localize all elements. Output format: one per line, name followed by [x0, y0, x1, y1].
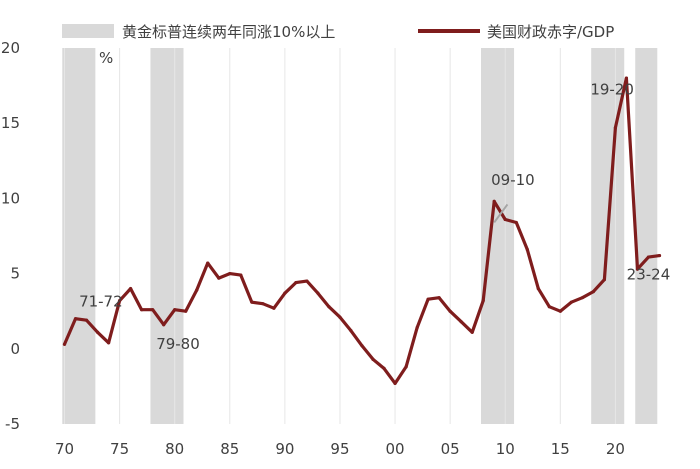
shaded-period-4: [635, 48, 658, 424]
data-point: [195, 288, 199, 292]
data-point: [481, 299, 485, 303]
x-tick-label: 85: [220, 440, 239, 458]
data-point: [404, 365, 408, 369]
vertical-gridlines: [64, 48, 616, 424]
data-point: [283, 291, 287, 295]
x-tick-label: 75: [110, 440, 129, 458]
data-point: [470, 330, 474, 334]
annotation-label-1: 79-80: [156, 335, 200, 353]
data-point: [371, 357, 375, 361]
data-point: [272, 306, 276, 310]
data-point: [382, 366, 386, 370]
data-point: [206, 261, 210, 265]
data-point: [184, 309, 188, 313]
annotation-label-2: 09-10: [491, 171, 535, 189]
data-point: [349, 329, 353, 333]
data-point: [448, 309, 452, 313]
data-point: [261, 302, 265, 306]
data-point: [547, 305, 551, 309]
y-tick-label: 15: [1, 114, 20, 132]
annotation-label-4: 23-24: [627, 266, 671, 284]
data-point: [657, 253, 662, 258]
data-point: [239, 273, 243, 277]
y-tick-label: 20: [1, 39, 20, 57]
data-point: [624, 76, 629, 80]
y-tick-label: 0: [10, 340, 20, 358]
x-tick-label: 80: [165, 440, 184, 458]
data-point: [305, 279, 309, 283]
data-point: [118, 299, 122, 303]
data-point: [558, 309, 562, 313]
x-tick-label: 95: [330, 440, 349, 458]
data-point: [591, 290, 595, 294]
data-point: [426, 297, 430, 301]
y-tick-label: -5: [5, 415, 20, 433]
shading-bands: [62, 48, 658, 424]
data-point: [173, 308, 177, 312]
x-tick-label: 00: [386, 440, 405, 458]
x-tick-label: 20: [606, 440, 625, 458]
y-unit-label: %: [99, 49, 113, 67]
data-point: [95, 330, 100, 334]
shaded-period-1: [150, 48, 184, 424]
data-point: [140, 308, 144, 312]
data-point: [602, 278, 607, 282]
data-point: [580, 296, 584, 300]
data-point: [613, 126, 618, 130]
data-point: [569, 300, 573, 304]
x-tick-label: 90: [275, 440, 294, 458]
data-point: [503, 217, 507, 222]
annotations: 71-72 79-80 09-10 19-20 23-24: [79, 81, 670, 353]
legend: 黄金标普连续两年同涨10%以上 美国财政赤字/GDP: [62, 23, 614, 41]
data-point: [84, 318, 89, 322]
annotation-label-3: 19-20: [590, 81, 634, 99]
data-point: [151, 308, 155, 312]
annotation-label-0: 71-72: [79, 293, 123, 311]
x-tick-label: 10: [496, 440, 515, 458]
y-tick-label: 10: [1, 189, 20, 207]
data-point: [294, 281, 298, 285]
data-point: [514, 220, 518, 225]
data-point: [437, 296, 441, 300]
data-point: [492, 199, 496, 204]
x-tick-label: 05: [441, 440, 460, 458]
data-point: [393, 381, 397, 385]
legend-line-label: 美国财政赤字/GDP: [487, 23, 614, 41]
data-point: [162, 323, 166, 327]
data-point: [73, 317, 78, 321]
data-point: [415, 326, 419, 330]
data-point: [459, 320, 463, 324]
data-point: [129, 287, 133, 291]
data-point: [635, 267, 640, 271]
shaded-period-0: [62, 48, 96, 424]
y-tick-label: 5: [10, 265, 20, 283]
x-tick-label: 70: [55, 440, 74, 458]
x-tick-label: 15: [551, 440, 570, 458]
data-point: [525, 247, 529, 252]
data-point: [106, 341, 111, 345]
shaded-period-2: [480, 48, 515, 424]
series-layer: [62, 76, 662, 385]
data-point: [536, 287, 540, 291]
data-point: [62, 342, 67, 346]
data-point: [360, 344, 364, 348]
data-point: [217, 276, 221, 280]
data-point: [250, 300, 254, 304]
annotation-arrow: [493, 203, 509, 224]
data-point: [228, 272, 232, 276]
data-point: [316, 291, 320, 295]
legend-shading-swatch: [62, 24, 114, 38]
data-point: [338, 315, 342, 319]
data-point: [646, 255, 651, 259]
data-point: [327, 305, 331, 309]
legend-shading-label: 黄金标普连续两年同涨10%以上: [122, 23, 335, 41]
